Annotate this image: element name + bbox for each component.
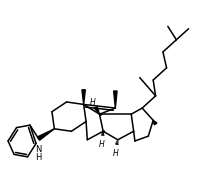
- Text: H: H: [113, 149, 119, 158]
- Polygon shape: [95, 107, 100, 114]
- Polygon shape: [82, 90, 85, 104]
- Text: H: H: [90, 98, 96, 107]
- Polygon shape: [37, 129, 54, 140]
- Polygon shape: [153, 120, 157, 125]
- Polygon shape: [114, 91, 117, 108]
- Text: N
H: N H: [35, 145, 41, 162]
- Text: H: H: [99, 140, 105, 149]
